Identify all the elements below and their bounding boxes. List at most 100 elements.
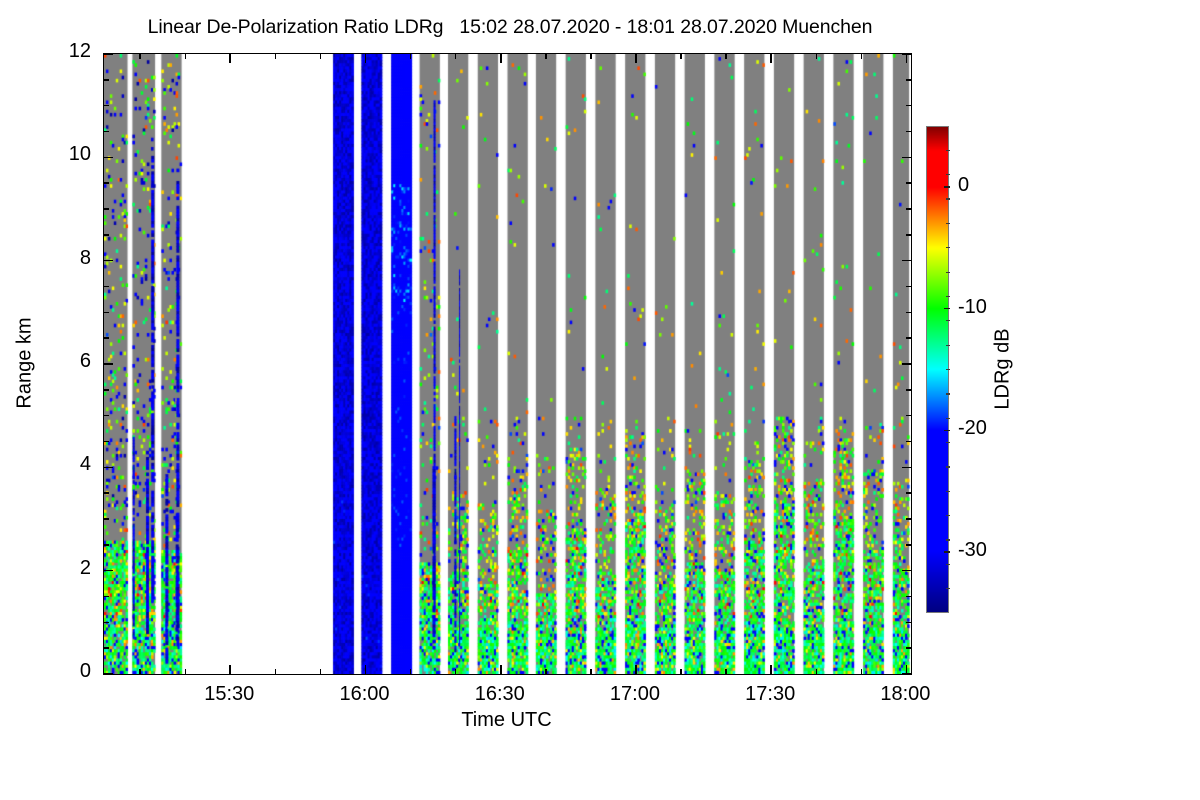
x-tick-label: 17:00 <box>609 683 660 705</box>
colorbar-minor-tick <box>946 344 950 346</box>
colorbar-minor-tick <box>946 393 950 395</box>
colorbar-minor-tick <box>946 222 950 225</box>
x-axis-tick <box>499 665 502 674</box>
y-axis-minor-tick <box>104 182 109 184</box>
page-title: Linear De-Polarization Ratio LDRg 15:02 … <box>147 16 873 38</box>
colorbar-tick-label: 0 <box>958 173 970 196</box>
y-axis-minor-tick-right <box>906 544 911 546</box>
colorbar-minor-tick <box>946 466 950 468</box>
x-axis-minor-tick <box>725 669 727 674</box>
y-axis-minor-tick <box>104 311 109 314</box>
y-axis-minor-tick <box>104 130 109 133</box>
y-axis-minor-tick <box>104 544 109 546</box>
y-axis-title: Range km <box>13 317 36 409</box>
x-axis-tick-top <box>229 54 232 63</box>
y-axis-minor-tick <box>104 79 109 81</box>
colorbar-minor-tick <box>946 149 950 152</box>
colorbar-tick-label: -30 <box>958 539 987 562</box>
x-axis-tick-top <box>635 54 637 63</box>
y-axis-minor-tick <box>104 595 109 598</box>
y-axis-tick-right <box>902 569 911 572</box>
colorbar-tick <box>944 429 950 432</box>
y-axis-tick-right <box>902 156 911 159</box>
colorbar: 0 -10 -20 -30 <box>926 126 987 613</box>
x-axis-minor-tick-top <box>184 54 186 59</box>
x-axis-minor-tick <box>590 669 592 674</box>
y-axis-minor-tick-right <box>906 337 911 339</box>
x-axis-tick <box>770 665 772 674</box>
x-axis-minor-tick-top <box>680 54 682 59</box>
x-axis-tick-top <box>905 54 908 63</box>
y-tick-label: 8 <box>79 246 91 269</box>
colorbar-minor-tick <box>946 490 950 492</box>
x-axis-minor-tick <box>409 669 412 674</box>
y-tick-label: 0 <box>79 660 91 682</box>
y-axis-tick <box>104 53 113 55</box>
y-axis-minor-tick <box>104 208 109 210</box>
y-axis-minor-tick <box>104 414 109 417</box>
y-axis-minor-tick <box>104 104 109 107</box>
y-axis-minor-tick <box>104 389 109 391</box>
x-axis-tick <box>229 665 232 674</box>
y-axis-minor-tick-right <box>906 621 911 624</box>
colorbar-minor-tick <box>946 295 950 298</box>
y-axis-minor-tick <box>104 337 109 339</box>
y-tick-label: 2 <box>79 556 91 579</box>
x-tick-label: 16:30 <box>474 683 525 705</box>
y-axis-minor-tick-right <box>906 311 911 314</box>
y-axis-minor-tick-right <box>906 440 911 443</box>
y-axis-tick <box>104 363 113 365</box>
x-tick-label: 17:30 <box>745 683 796 705</box>
x-axis-minor-tick <box>815 669 817 674</box>
x-axis-minor-tick <box>860 669 863 674</box>
x-axis-minor-tick-top <box>139 54 141 59</box>
colorbar-minor-tick <box>946 539 950 541</box>
y-tick-label: 10 <box>68 143 91 166</box>
y-axis-minor-tick-right <box>906 285 911 288</box>
y-axis-minor-tick-right <box>906 492 911 494</box>
y-axis-tick-right <box>902 259 911 262</box>
y-axis-minor-tick <box>104 647 109 649</box>
x-axis-minor-tick-top <box>860 54 863 59</box>
y-axis-minor-tick <box>104 285 109 288</box>
colorbar-minor-tick <box>946 320 950 322</box>
y-axis-minor-tick <box>104 518 109 520</box>
colorbar-minor-tick <box>946 588 950 590</box>
colorbar-tick <box>944 186 950 188</box>
colorbar-gradient <box>926 126 949 613</box>
colorbar-minor-tick <box>946 368 950 371</box>
y-axis-minor-tick-right <box>906 104 911 107</box>
x-tick-label: 15:30 <box>204 683 255 705</box>
x-axis-minor-tick-top <box>274 54 277 59</box>
x-axis-minor-tick <box>274 669 277 674</box>
x-axis-minor-tick <box>454 669 457 674</box>
x-axis-minor-tick <box>319 669 322 674</box>
x-axis-minor-tick-top <box>454 54 457 59</box>
y-axis-tick-right <box>902 363 911 365</box>
y-axis-tick-right <box>902 466 911 469</box>
y-axis-minor-tick-right <box>906 389 911 391</box>
x-axis-minor-tick <box>680 669 682 674</box>
x-axis-minor-tick <box>139 669 141 674</box>
y-axis-minor-tick-right <box>906 647 911 649</box>
colorbar-minor-tick <box>946 247 950 249</box>
y-axis-minor-tick <box>104 440 109 443</box>
x-tick-label: 16:00 <box>339 683 390 705</box>
colorbar-minor-tick <box>946 563 950 565</box>
y-axis-minor-tick-right <box>906 518 911 520</box>
colorbar-tick <box>944 307 950 310</box>
y-axis-minor-tick <box>104 492 109 494</box>
x-axis-tick <box>635 665 637 674</box>
colorbar-title: LDRg dB <box>991 328 1014 410</box>
y-axis-tick <box>104 673 113 675</box>
y-axis-minor-tick-right <box>906 234 911 236</box>
y-axis-minor-tick-right <box>906 79 911 81</box>
x-axis-minor-tick-top <box>725 54 727 59</box>
plot-area <box>103 53 912 675</box>
x-axis-tick-top <box>364 54 367 63</box>
y-axis-tick <box>104 259 113 262</box>
x-axis-tick <box>905 665 908 674</box>
colorbar-tick-label: -20 <box>958 417 987 440</box>
colorbar-tick <box>944 551 950 553</box>
